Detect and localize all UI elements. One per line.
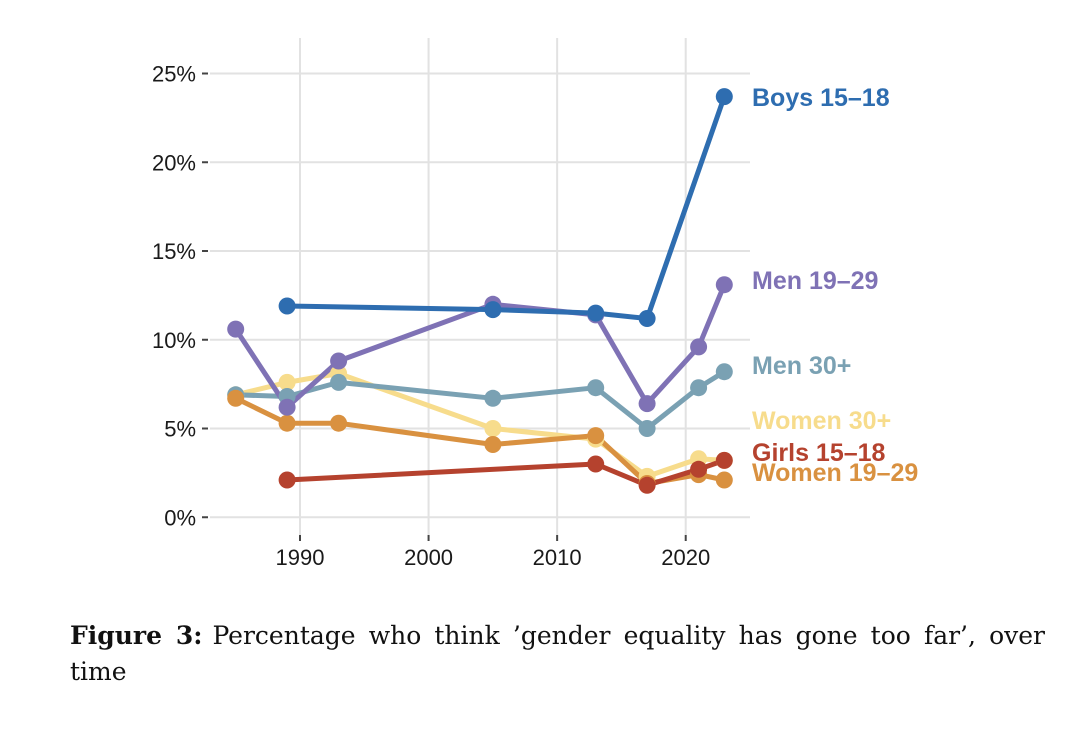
- data-point-women-19-29-1985: [227, 389, 245, 407]
- data-point-women-19-29-1989: [278, 414, 296, 432]
- data-point-men-30-2023: [715, 363, 733, 381]
- data-point-women-30-1989: [278, 373, 296, 391]
- line-chart: 1990 2000 2010 2020 0% 5% 10% 15% 20% 25% Boys 15…: [152, 38, 918, 571]
- data-point-men-19-29-2023: [715, 276, 733, 294]
- y-tick-label: 0%: [164, 505, 196, 530]
- series-label-men-19-29: Men 19–29: [752, 267, 878, 295]
- y-tick-label: 5%: [164, 417, 196, 442]
- data-point-men-30-1993: [330, 373, 348, 391]
- data-point-men-19-29-2017: [638, 395, 656, 413]
- y-tick-label: 20%: [152, 150, 196, 175]
- figure-caption: Figure 3: Percentage who think ’gender eq…: [70, 618, 1045, 690]
- data-point-women-19-29-2013: [587, 427, 605, 445]
- data-point-men-19-29-1989: [278, 398, 296, 416]
- data-point-men-19-29-2021: [690, 338, 708, 356]
- data-point-girls-15-18-2023: [715, 451, 733, 469]
- x-tick-label: 2000: [404, 545, 453, 570]
- data-point-boys-15-18-2005: [484, 301, 502, 319]
- grid: [210, 38, 750, 535]
- series-label-women-19-29: Women 19–29: [752, 459, 918, 487]
- series-label-girls-15-18: Girls 15–18: [752, 439, 886, 467]
- data-point-boys-15-18-1989: [278, 297, 296, 315]
- series-labels: Boys 15–18 Men 19–29 Men 30+ Women 30+ Girls…: [752, 84, 918, 487]
- series-line-women-19-29: [233, 395, 727, 486]
- series-label-boys-15-18: Boys 15–18: [752, 84, 890, 112]
- y-tick-label: 15%: [152, 239, 196, 264]
- caption-text: Percentage who think ’gender equality ha…: [70, 621, 1045, 686]
- series-line-men-30: [233, 369, 727, 431]
- data-point-women-19-29-1993: [330, 414, 348, 432]
- x-tick-label: 1990: [276, 545, 325, 570]
- series-label-men-30: Men 30+: [752, 352, 851, 380]
- data-point-men-30-2017: [638, 420, 656, 437]
- data-point-women-19-29-2023: [715, 471, 733, 489]
- series-label-women-30: Women 30+: [752, 407, 891, 435]
- series-line-women-30: [233, 371, 727, 479]
- data-point-women-19-29-2005: [484, 436, 502, 453]
- y-tick-label: 10%: [152, 328, 196, 353]
- axes: 1990 2000 2010 2020 0% 5% 10% 15% 20% 25%: [152, 62, 710, 571]
- x-tick-label: 2020: [661, 545, 710, 570]
- data-point-men-30-2021: [690, 379, 708, 397]
- data-point-girls-15-18-2017: [638, 476, 656, 494]
- y-tick-label: 25%: [152, 62, 196, 87]
- data-point-girls-15-18-2013: [587, 455, 605, 473]
- data-point-boys-15-18-2023: [715, 88, 733, 106]
- data-point-boys-15-18-2013: [587, 304, 605, 322]
- series-points: [227, 88, 733, 494]
- data-point-men-30-2013: [587, 379, 605, 397]
- data-point-men-30-2005: [484, 389, 502, 407]
- data-point-girls-15-18-2021: [690, 460, 708, 478]
- data-point-men-19-29-1985: [227, 320, 245, 338]
- data-point-men-19-29-1993: [330, 352, 348, 370]
- data-point-women-30-2005: [484, 420, 502, 437]
- data-point-boys-15-18-2017: [638, 310, 656, 327]
- data-point-girls-15-18-1989: [278, 471, 296, 489]
- x-tick-label: 2010: [533, 545, 582, 570]
- caption-label: Figure 3:: [70, 621, 203, 650]
- series-line-boys-15-18: [284, 94, 727, 321]
